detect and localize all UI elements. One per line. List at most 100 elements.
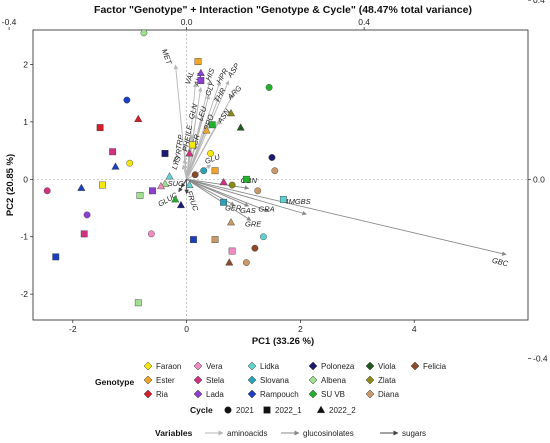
point-faraon bbox=[99, 181, 106, 189]
x-axis-label: PC1 (33.26 %) bbox=[252, 336, 314, 347]
y-tick-label: 0 bbox=[23, 174, 28, 184]
loading-arrow-ser bbox=[186, 143, 197, 180]
point-ester bbox=[202, 126, 211, 134]
loading-label-lys: LYS bbox=[170, 155, 183, 171]
legend-cycle-key-2021 bbox=[224, 406, 232, 414]
loading-arrow-gra bbox=[186, 178, 270, 213]
point-viola bbox=[236, 123, 245, 131]
loading-label-val: VAL bbox=[183, 70, 196, 86]
point-lidka bbox=[260, 233, 267, 241]
point-vera bbox=[228, 247, 236, 255]
loading-label-gre: GRE bbox=[245, 219, 262, 228]
top-tick-label: 0.4 bbox=[358, 17, 370, 27]
point-lidka bbox=[185, 180, 194, 188]
point-stela bbox=[219, 177, 228, 186]
loading-label-met: MET bbox=[160, 48, 174, 67]
legend-label-stela: Stela bbox=[206, 376, 225, 385]
legend-label-lada: Lada bbox=[206, 390, 224, 399]
point-lada bbox=[83, 211, 91, 219]
loading-label-asp: ASP bbox=[225, 62, 242, 80]
legend-variable-label-glucosinolates: glucosinolates bbox=[303, 429, 354, 438]
point-su-vb bbox=[171, 195, 180, 203]
x-tick-label: -2 bbox=[69, 324, 77, 334]
legend-key-stela bbox=[193, 375, 203, 385]
point-ester bbox=[194, 58, 202, 65]
point-felicia bbox=[225, 258, 234, 266]
plot-frame bbox=[32, 29, 529, 321]
point-ria bbox=[134, 114, 143, 122]
point-albena bbox=[134, 299, 142, 307]
loading-label-4mgbs: 4MGBS bbox=[284, 197, 310, 206]
point-rampouch bbox=[123, 96, 131, 104]
legend-key-lidka bbox=[247, 361, 257, 371]
point-zlata bbox=[228, 181, 236, 189]
point-vera bbox=[147, 230, 155, 238]
point-rampouch bbox=[52, 253, 60, 261]
point-su-vb bbox=[242, 175, 250, 183]
loading-arrow-suc bbox=[180, 179, 187, 188]
legend-label-vera: Vera bbox=[206, 362, 223, 371]
point-poloneza bbox=[176, 200, 185, 209]
loading-arrow-gbc bbox=[186, 178, 507, 256]
top-tick-label: 0.0 bbox=[181, 17, 193, 27]
point-stela bbox=[43, 187, 51, 195]
top-tick-label: -0.4 bbox=[2, 17, 17, 27]
legend-key-ester bbox=[143, 375, 153, 385]
point-lada bbox=[196, 68, 205, 76]
y-tick-label: -2 bbox=[20, 289, 28, 299]
legend-label-zlata: Zlata bbox=[378, 376, 396, 385]
point-lidka bbox=[165, 172, 174, 180]
point-lidka bbox=[279, 196, 287, 203]
loading-arrow-asn bbox=[186, 119, 221, 180]
legend-cycle-key-2022_2 bbox=[316, 405, 326, 414]
point-lada bbox=[149, 187, 156, 195]
loading-arrow-gbn bbox=[186, 178, 250, 190]
legend-cycle-key-2022_1 bbox=[263, 406, 271, 414]
y-tick-label: -1 bbox=[20, 232, 28, 242]
point-zlata bbox=[226, 109, 236, 117]
legend-cycle-label-2022_2: 2022_2 bbox=[329, 406, 356, 415]
legend-key-lada bbox=[193, 389, 203, 399]
point-stela bbox=[109, 148, 117, 156]
legend-key-slovana bbox=[247, 375, 257, 385]
x-tick-label: 2 bbox=[298, 324, 303, 334]
legend-key-vera bbox=[193, 361, 203, 371]
loading-label-tyr: TYR bbox=[171, 147, 184, 164]
x-tick-label: 0 bbox=[184, 324, 189, 334]
point-diana bbox=[254, 187, 262, 195]
point-faraon bbox=[207, 150, 214, 157]
legend-variable-label-sugars: sugars bbox=[402, 429, 426, 438]
legend-label-diana: Diana bbox=[378, 390, 399, 399]
loading-arrow-glu bbox=[186, 164, 212, 180]
legend-variable-label-aminoacids: aminoacids bbox=[227, 429, 267, 438]
point-diana bbox=[242, 259, 250, 266]
legend-cycle-label-2021: 2021 bbox=[236, 406, 254, 415]
legend-label-rampouch: Rampouch bbox=[260, 390, 299, 399]
point-rampouch bbox=[77, 183, 86, 191]
loading-label-gra: GRA bbox=[258, 205, 274, 214]
y-tick-label: 2 bbox=[23, 59, 28, 69]
legend-key-felicia bbox=[410, 361, 420, 371]
loading-label-leu: LEU bbox=[195, 105, 208, 122]
point-faraon bbox=[188, 141, 196, 149]
point-slovana bbox=[220, 198, 228, 206]
loading-label-his: HIS bbox=[204, 67, 217, 82]
right-tick-label: -0.4 bbox=[533, 353, 548, 363]
point-felicia bbox=[251, 244, 259, 252]
legend-label-felicia: Felicia bbox=[423, 362, 447, 371]
loading-label-gbc: GBC bbox=[491, 256, 510, 269]
loading-label-ile: ILE bbox=[183, 123, 194, 137]
point-rampouch bbox=[111, 162, 120, 170]
loading-arrow-gre bbox=[186, 178, 252, 221]
point-vera bbox=[156, 181, 166, 190]
plot-area: -2024-2-1012-0.40.00.4-0.40.00.4METVALAL… bbox=[2, 0, 548, 363]
point-albena bbox=[136, 191, 144, 199]
legend: Genotype Faraon Ester Ria Vera Stela Lada Lidka… bbox=[95, 361, 447, 438]
loading-label-arg: ARG bbox=[225, 83, 244, 102]
point-diana bbox=[211, 236, 219, 244]
legend-label-ester: Ester bbox=[156, 376, 175, 385]
point-albena bbox=[140, 29, 148, 37]
legend-cycle-label-2022_1: 2022_1 bbox=[275, 406, 302, 415]
point-ria bbox=[96, 124, 104, 132]
